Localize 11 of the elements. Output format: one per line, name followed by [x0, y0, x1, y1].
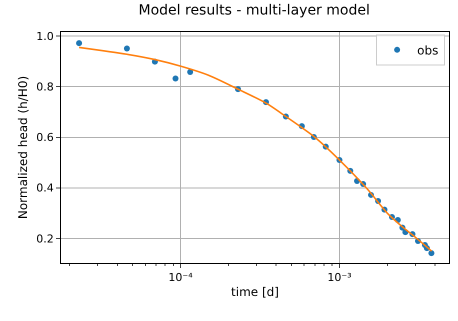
- y-tick-label: 1.0: [36, 30, 54, 43]
- y-tick-label: 0.6: [36, 131, 54, 144]
- y-tick-label: 0.8: [36, 80, 54, 94]
- legend-label: obs: [417, 43, 438, 58]
- x-axis-title: time [d]: [231, 285, 279, 300]
- x-tick-label: 10⁻³: [327, 271, 352, 284]
- x-tick-label: 10⁻⁴: [168, 271, 194, 284]
- y-tick-label: 0.2: [36, 232, 54, 246]
- y-axis-title: Normalized head (h/H0): [16, 76, 30, 220]
- y-tick-label: 0.4: [36, 182, 54, 195]
- chart-title: Model results - multi-layer model: [138, 2, 370, 19]
